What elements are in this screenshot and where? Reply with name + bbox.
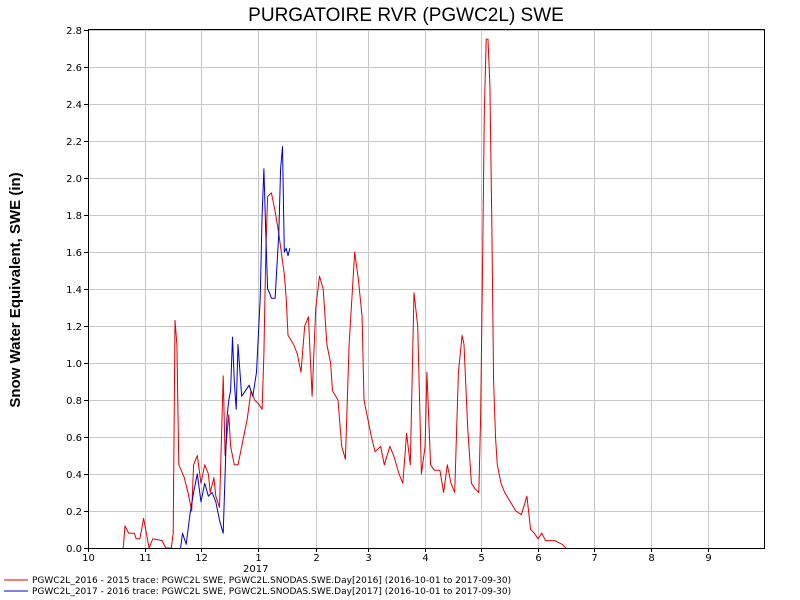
x-tick-label: 7 <box>591 553 597 564</box>
series-line-2 <box>180 146 291 549</box>
y-tick-label: 2.8 <box>66 26 82 37</box>
plot-frame <box>88 29 765 549</box>
y-tick-label: 1.2 <box>66 322 82 333</box>
y-tick-label: 0.0 <box>66 544 82 555</box>
x-tick-label: 11 <box>139 553 152 564</box>
grid-lines <box>84 30 764 552</box>
y-tick-label: 2.6 <box>66 63 82 74</box>
y-tick-label: 0.6 <box>66 433 82 444</box>
x-tick-label: 4 <box>422 553 428 564</box>
y-tick-label: 2.4 <box>66 100 82 111</box>
x-tick-label: 3 <box>365 553 371 564</box>
x-tick-label: 10 <box>82 553 95 564</box>
chart-title: PURGATOIRE RVR (PGWC2L) SWE <box>248 5 564 26</box>
x-tick-labels: 10 11 12 1 2 3 4 5 6 7 8 9 <box>82 553 712 564</box>
legend: PGWC2L_2016 - 2015 trace: PGWC2L SWE, PG… <box>4 576 511 597</box>
x-tick-label: 1 <box>255 553 261 564</box>
y-tick-label: 0.2 <box>66 507 82 518</box>
y-tick-label: 1.6 <box>66 248 82 259</box>
y-tick-label: 1.8 <box>66 211 82 222</box>
y-tick-label: 2.0 <box>66 174 82 185</box>
x-tick-label: 9 <box>705 553 711 564</box>
legend-label-2: PGWC2L_2017 - 2016 trace: PGWC2L SWE, PG… <box>32 587 511 597</box>
x-tick-label: 5 <box>478 553 484 564</box>
series-line-1 <box>122 38 567 549</box>
legend-label-1: PGWC2L_2016 - 2015 trace: PGWC2L SWE, PG… <box>32 576 511 586</box>
y-tick-label: 1.0 <box>66 359 82 370</box>
x-tick-label: 12 <box>195 553 208 564</box>
y-tick-label: 0.8 <box>66 396 82 407</box>
y-tick-label: 0.4 <box>66 470 82 481</box>
x-tick-label: 6 <box>535 553 541 564</box>
plot-lines <box>122 38 567 549</box>
y-tick-label: 1.4 <box>66 285 82 296</box>
year-label: 2017 <box>243 564 268 575</box>
y-tick-label: 2.2 <box>66 137 82 148</box>
y-tick-labels: 0.0 0.2 0.4 0.6 0.8 1.0 1.2 1.4 1.6 1.8 2.0 2.2 2.4 2… <box>66 26 82 555</box>
x-tick-label: 8 <box>648 553 654 564</box>
x-tick-label: 2 <box>313 553 319 564</box>
y-axis-label: Snow Water Equivalent, SWE (in) <box>7 172 24 407</box>
